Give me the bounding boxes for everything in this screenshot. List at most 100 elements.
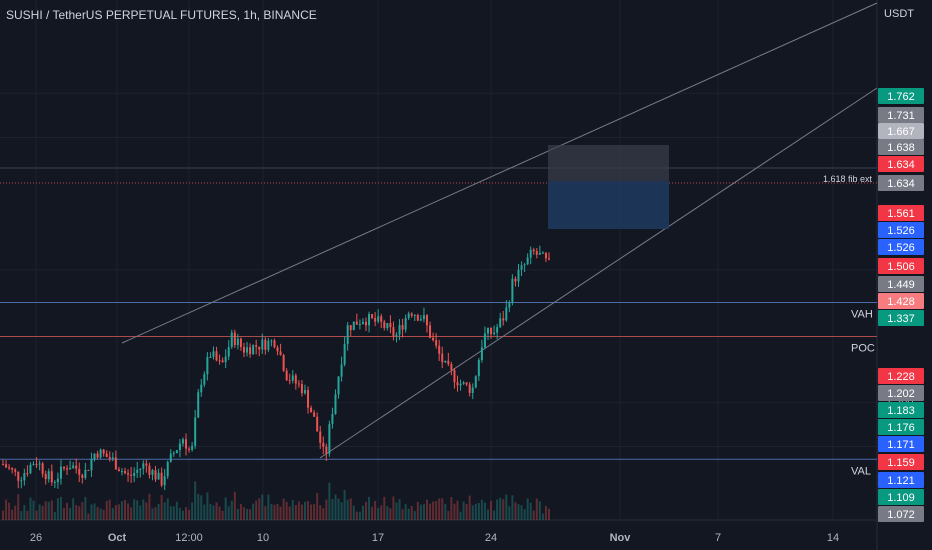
volume-bar [389,508,392,520]
candle-body [111,457,114,460]
price-tag-label: 1.634 [887,178,915,190]
price-tag-label: 1.667 [887,126,915,138]
price-tag-label: 1.228 [887,371,915,383]
price-tag [878,506,924,522]
price-tag-label: 1.561 [887,208,915,220]
volume-bar [535,498,538,520]
candle-body [148,465,151,475]
volume-bar [471,505,474,520]
volume-bar [72,498,75,520]
volume-bar [429,503,432,520]
candle-body [511,278,514,303]
volume-bar [227,506,230,520]
volume-bar [447,510,450,520]
volume-bar [505,494,508,520]
candle-body [117,469,120,472]
candle-body [151,470,154,475]
candle-body [285,370,288,381]
volume-bar [261,494,264,520]
volume-bar [544,506,547,520]
candle-body [474,376,477,388]
volume-bar [47,501,50,520]
volume-bar [398,499,401,520]
candle-body [453,369,456,383]
volume-bar [230,500,233,520]
price-tag-label: 1.171 [887,439,915,451]
price-tag-label: 1.526 [887,242,915,254]
volume-bar [105,500,108,520]
volume-bar [404,504,407,520]
volume-bar [29,497,32,520]
volume-bar [273,504,276,520]
volume-bar [371,506,374,520]
candle-body [267,340,270,350]
volume-bar [81,502,84,520]
volume-bar [438,498,441,520]
candle-body [102,449,105,454]
volume-bar [343,490,346,520]
candle-body [255,345,258,347]
price-tag [878,436,924,452]
volume-bar [75,505,78,520]
volume-bar [322,508,325,520]
candle-body [178,443,181,451]
candle-body [291,375,294,381]
volume-bar [11,509,14,520]
candle-body [166,461,169,477]
volume-bar [194,481,197,520]
price-tag-label: 1.638 [887,142,915,154]
candle-body [185,439,188,449]
price-tag-label: 1.762 [887,91,915,103]
candle-body [136,469,139,473]
candle-body [468,384,471,393]
price-tag-label: 1.337 [887,313,915,325]
volume-bar [279,506,282,520]
x-tick-label: 26 [30,532,42,544]
candle-body [90,459,93,471]
candle-body [14,469,17,472]
volume-bar [249,509,252,520]
volume-bar [358,511,361,520]
candle-body [72,465,75,469]
candle-body [419,319,422,321]
candle-body [99,449,102,458]
candle-body [471,387,474,393]
volume-bar [66,502,69,520]
position-box-stop [548,145,669,181]
candle-body [300,383,303,394]
candle-body [407,313,410,319]
price-tag-label: 1.176 [887,422,915,434]
candle-body [224,356,227,363]
volume-bar [270,503,273,520]
volume-bar [87,513,90,520]
volume-bar [41,505,44,520]
candle-body [169,453,172,462]
candle-body [383,321,386,329]
candle-body [279,351,282,355]
volume-bar [154,507,157,520]
candle-body [520,265,523,270]
candle-body [17,471,20,481]
volume-bar [520,505,523,520]
volume-bar [319,505,322,520]
candle-body [447,360,450,365]
volume-bar [124,499,127,520]
volume-bar [325,499,328,520]
candle-body [514,278,517,282]
candle-body [380,316,383,322]
volume-bar [493,510,496,520]
candle-body [340,364,343,377]
volume-bar [337,498,340,520]
candle-body [529,249,532,258]
candle-body [465,382,468,385]
candle-body [246,347,249,353]
volume-bar [236,508,239,520]
volume-bar [108,499,111,520]
candle-body [11,467,14,470]
candle-body [395,334,398,336]
volume-bar [185,507,188,520]
volume-bar [264,506,267,520]
volume-bar [102,509,105,520]
